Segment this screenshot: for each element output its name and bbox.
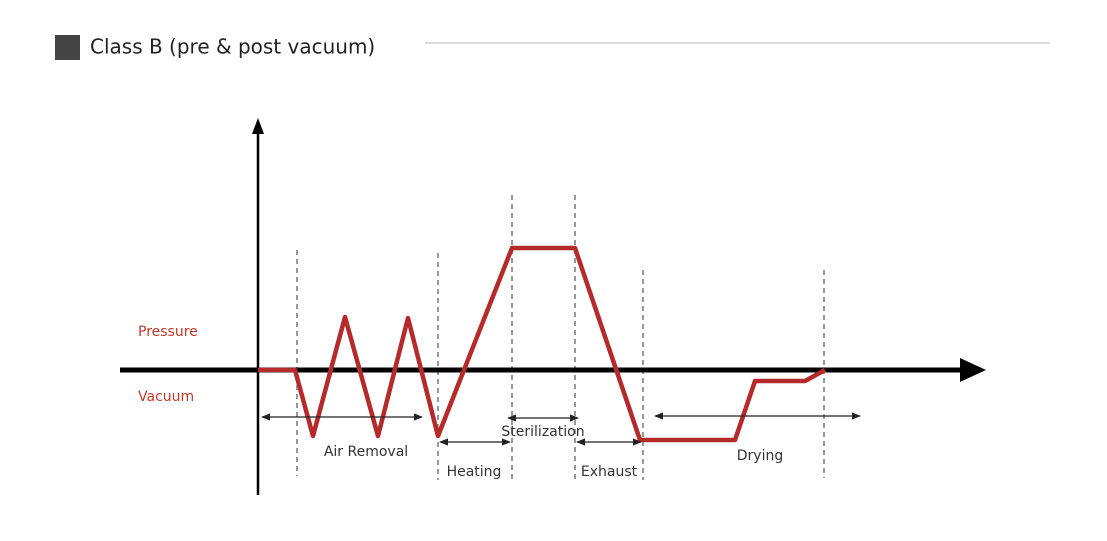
cycle-curve bbox=[258, 245, 827, 443]
phase-label: Air Removal bbox=[324, 444, 408, 460]
phase-label: Exhaust bbox=[581, 464, 638, 480]
phase-label: Heating bbox=[447, 464, 502, 480]
phase-arrows bbox=[261, 412, 861, 446]
phase-label: Sterilization bbox=[501, 424, 584, 440]
pressure-label: Pressure bbox=[138, 324, 198, 340]
dashed-guides bbox=[296, 195, 825, 480]
title: Class B (pre & post vacuum) bbox=[90, 35, 375, 59]
title-square bbox=[55, 35, 80, 60]
vacuum-label: Vacuum bbox=[138, 389, 194, 405]
phase-label: Drying bbox=[737, 448, 783, 464]
